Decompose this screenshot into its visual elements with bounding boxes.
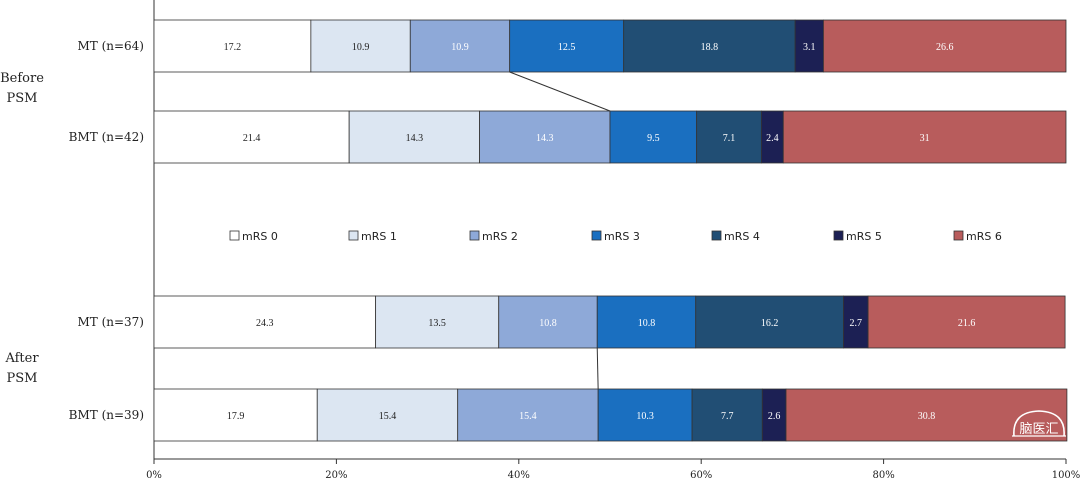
connector-line [509, 71, 611, 112]
connector-line [596, 347, 599, 390]
bar-segment-mrs-6 [823, 19, 1067, 73]
bar-segment-mrs-3 [597, 388, 693, 442]
bar-value-label: 17.2 [224, 42, 242, 53]
x-tick-label: 20% [325, 470, 347, 481]
bar-segment-mrs-1 [348, 110, 480, 164]
bar-segment-mrs-6 [782, 110, 1067, 164]
x-tick-label: 0% [146, 470, 162, 481]
legend-label: mRS 4 [724, 230, 760, 243]
bar-segment-mrs-2 [498, 295, 598, 349]
x-tick-label: 80% [872, 470, 894, 481]
x-tick-label: 100% [1052, 470, 1080, 481]
bar-value-label: 3.1 [803, 42, 816, 53]
row-label: MT (n=37) [77, 315, 144, 329]
group-label: Before [0, 71, 44, 86]
bar-value-label: 7.1 [723, 133, 736, 144]
legend-swatch [229, 230, 240, 241]
legend-label: mRS 5 [846, 230, 882, 243]
bar-value-label: 14.3 [406, 133, 424, 144]
bar-value-label: 14.3 [536, 133, 554, 144]
bar-segment-mrs-5 [843, 295, 869, 349]
legend-label: mRS 3 [604, 230, 640, 243]
row-label: MT (n=64) [77, 39, 144, 53]
bar-value-label: 12.5 [558, 42, 576, 53]
bar-value-label: 15.4 [519, 411, 537, 422]
bar-segment-mrs-6 [867, 295, 1066, 349]
bar-value-label: 10.8 [539, 318, 557, 329]
bar-value-label: 9.5 [647, 133, 660, 144]
x-tick-label: 60% [690, 470, 712, 481]
bar-segment-mrs-0 [153, 19, 312, 73]
group-label: After [4, 351, 39, 366]
bar-segment-mrs-3 [609, 110, 698, 164]
bar-value-label: 10.8 [638, 318, 656, 329]
bar-value-label: 2.7 [850, 318, 863, 329]
bar-value-label: 21.4 [243, 133, 261, 144]
legend-label: mRS 2 [482, 230, 518, 243]
legend-swatch [591, 230, 602, 241]
bar-segment-mrs-6 [785, 388, 1068, 442]
bar-segment-mrs-2 [409, 19, 511, 73]
bar-segment-mrs-0 [153, 388, 318, 442]
bar-segment-mrs-4 [696, 110, 762, 164]
bar-value-label: 30.8 [918, 411, 936, 422]
bar-value-label: 21.6 [958, 318, 976, 329]
bar-segment-mrs-0 [153, 110, 350, 164]
bar-value-label: 7.7 [721, 411, 734, 422]
bar-value-label: 10.9 [451, 42, 469, 53]
bar-value-label: 18.8 [701, 42, 719, 53]
bar-segment-mrs-1 [316, 388, 459, 442]
bar-value-label: 2.6 [768, 411, 781, 422]
legend-swatch [348, 230, 359, 241]
x-tick-label: 40% [508, 470, 530, 481]
row-label: BMT (n=39) [69, 408, 144, 422]
legend-swatch [469, 230, 480, 241]
legend-swatch [711, 230, 722, 241]
legend-label: mRS 0 [242, 230, 278, 243]
bar-segment-mrs-4 [695, 295, 844, 349]
bar-value-label: 31 [920, 133, 930, 144]
bar-value-label: 16.2 [761, 318, 779, 329]
bar-segment-mrs-1 [310, 19, 411, 73]
bar-segment-mrs-3 [596, 295, 697, 349]
legend-label: mRS 6 [966, 230, 1002, 243]
bar-value-label: 24.3 [256, 318, 274, 329]
bar-segment-mrs-0 [153, 295, 377, 349]
bar-segment-mrs-5 [794, 19, 824, 73]
svg-text:脑医汇: 脑医汇 [1019, 422, 1058, 437]
row-label: BMT (n=42) [69, 130, 144, 144]
bar-value-label: 10.3 [636, 411, 654, 422]
bar-value-label: 17.9 [227, 411, 245, 422]
bar-segment-mrs-4 [691, 388, 763, 442]
legend-label: mRS 1 [361, 230, 397, 243]
bar-segment-mrs-1 [375, 295, 500, 349]
bar-value-label: 26.6 [936, 42, 954, 53]
legend-swatch [953, 230, 964, 241]
watermark-logo-icon: 脑医汇 [1012, 410, 1066, 437]
bar-value-label: 2.4 [766, 133, 779, 144]
group-label: PSM [7, 371, 38, 386]
bar-segment-mrs-2 [457, 388, 599, 442]
bar-value-label: 10.9 [352, 42, 370, 53]
bar-value-label: 15.4 [379, 411, 397, 422]
bar-value-label: 13.5 [428, 318, 446, 329]
legend-swatch [833, 230, 844, 241]
group-label: PSM [7, 91, 38, 106]
